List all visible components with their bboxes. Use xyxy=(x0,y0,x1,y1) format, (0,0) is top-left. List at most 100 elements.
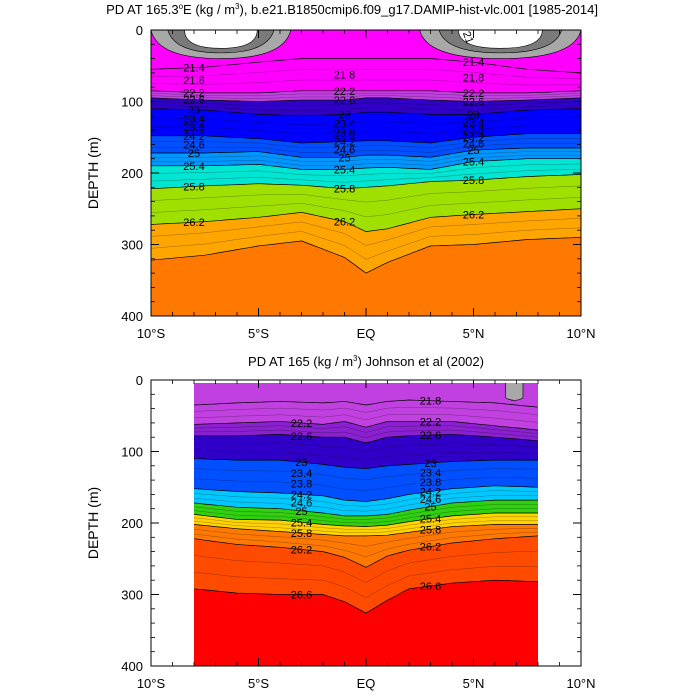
contour-label: 26.2 xyxy=(291,545,312,557)
contour-label: 25.4 xyxy=(463,157,484,169)
missing-data-lens-core xyxy=(184,30,258,49)
contour-label: 22.6 xyxy=(291,431,312,443)
isopycnal-line-25 xyxy=(151,147,581,158)
contour-label: 23 xyxy=(295,457,307,469)
contour-label: 21.8 xyxy=(420,396,441,408)
contour-label: 23 xyxy=(338,109,350,121)
isopycnal-line-26.6 xyxy=(151,236,581,274)
top-chart-title: PD AT 165.3oE (kg / m3), b.e21.B1850cmip… xyxy=(106,2,598,17)
contour-label: 23.8 xyxy=(420,477,441,489)
y-tick-label: 300 xyxy=(121,238,143,253)
isopycnal-minor-line xyxy=(194,520,538,533)
contour-label: 21.4 xyxy=(463,57,484,69)
isopycnal-minor-line xyxy=(151,104,581,111)
isopycnal-line-26.2 xyxy=(151,208,581,232)
contour-label: 25.8 xyxy=(334,184,355,196)
contour-label: 23.4 xyxy=(420,468,441,480)
contour-label: 25 xyxy=(188,148,200,160)
contour-label: 23.8 xyxy=(183,122,204,134)
contour-label: 26.6 xyxy=(291,590,312,602)
isopycnal-minor-line xyxy=(194,528,539,547)
isopycnal-minor-line xyxy=(151,169,581,183)
bottom-y-axis-label: DEPTH (m) xyxy=(85,487,101,559)
isopycnal-minor-line xyxy=(194,490,539,507)
contour-label: 24.2 xyxy=(183,131,204,143)
contour-label: 24.2 xyxy=(463,132,484,144)
missing-data-lens-core xyxy=(458,30,543,49)
density-band-23 xyxy=(194,458,538,502)
isopycnal-minor-line xyxy=(194,468,538,480)
isopycnal-line-25.4 xyxy=(194,512,538,527)
bottom-missing-data xyxy=(505,383,524,401)
x-tick-label: 5°S xyxy=(248,676,269,691)
contour-label: 26.2 xyxy=(420,542,441,554)
density-band-22.2 xyxy=(151,90,581,102)
contour-label: 21.8 xyxy=(334,70,355,82)
contour-label: 22.2 xyxy=(183,88,204,100)
contour-label: 25.4 xyxy=(183,161,204,173)
contour-label: 21.8 xyxy=(183,75,204,87)
isopycnal-line-26.6 xyxy=(194,579,539,614)
top-y-axis-label: DEPTH (m) xyxy=(85,137,101,209)
y-tick-label: 100 xyxy=(121,95,143,110)
isopycnal-minor-line xyxy=(194,407,539,415)
contour-label: 22.6 xyxy=(463,97,484,109)
isopycnal-line-22.6 xyxy=(151,97,581,102)
contour-label: 21.8 xyxy=(463,73,484,85)
density-band-25.4 xyxy=(194,513,538,536)
isopycnal-minor-line xyxy=(151,163,581,177)
contour-label: 23.8 xyxy=(334,128,355,140)
isopycnal-line-22.2 xyxy=(194,421,539,431)
contour-label: 24.6 xyxy=(183,139,204,151)
contour-label: 23.4 xyxy=(463,117,484,129)
contour-label: 26.2 xyxy=(463,210,484,222)
isopycnal-minor-line xyxy=(194,414,539,423)
isopycnal-minor-line xyxy=(151,101,581,106)
y-tick-label: 200 xyxy=(121,166,143,181)
isopycnal-line-23 xyxy=(151,108,581,117)
contour-label: 22.6 xyxy=(334,95,355,107)
density-band-26.6 xyxy=(194,580,538,666)
contour-label: 23.4 xyxy=(183,114,204,126)
missing-data-notch xyxy=(505,383,524,401)
isopycnal-minor-line xyxy=(194,442,539,452)
isopycnal-line-23 xyxy=(194,458,538,470)
x-tick-label: 5°N xyxy=(463,326,485,341)
isopycnal-line-25.4 xyxy=(151,158,581,170)
contour-label: 22.2 xyxy=(291,418,312,430)
isopycnal-line-21.8 xyxy=(194,399,539,408)
isopycnal-minor-line xyxy=(151,185,581,203)
isopycnal-line-26.2 xyxy=(194,535,539,568)
contour-label: 22.6 xyxy=(183,95,204,107)
bottom-plot-area xyxy=(194,383,539,666)
contour-label: 22.2 xyxy=(463,88,484,100)
y-tick-label: 400 xyxy=(121,309,143,324)
isopycnal-minor-line xyxy=(151,93,581,96)
isopycnal-minor-line xyxy=(194,450,539,461)
density-band-26.2 xyxy=(194,535,538,614)
contour-label: 25 xyxy=(424,502,436,514)
top-missing-data xyxy=(151,30,581,59)
density-band-23 xyxy=(151,108,581,143)
density-band-22.2 xyxy=(194,421,538,443)
y-tick-label: 300 xyxy=(121,588,143,603)
contour-label: 25.4 xyxy=(291,517,312,529)
bottom-isopycnal-lines xyxy=(194,399,539,614)
isopycnal-minor-line xyxy=(194,508,538,524)
contour-label: 23 xyxy=(467,109,479,121)
top-plot-area xyxy=(151,30,581,316)
contour-label: 25 xyxy=(467,145,479,157)
x-tick-label: 10°S xyxy=(137,326,166,341)
contour-label: 25.8 xyxy=(420,524,441,536)
contour-label: 25.4 xyxy=(420,514,441,526)
isopycnal-line-25 xyxy=(194,499,538,517)
bottom-axes: 10°S 5°S EQ 5°N 10°N 0 100 200 300 400 xyxy=(121,373,595,691)
x-tick-label: 5°N xyxy=(463,676,485,691)
density-band-26.2 xyxy=(151,208,581,274)
top-contour-labels: 21.421.822.222.62323.423.824.224.62525.4… xyxy=(183,30,484,229)
contour-label: 23.8 xyxy=(291,479,312,491)
contour-label: 22.2 xyxy=(334,86,355,98)
isopycnal-minor-line xyxy=(151,138,581,148)
contour-label: 26.6 xyxy=(420,581,441,593)
isopycnal-line-24.2 xyxy=(194,485,539,502)
